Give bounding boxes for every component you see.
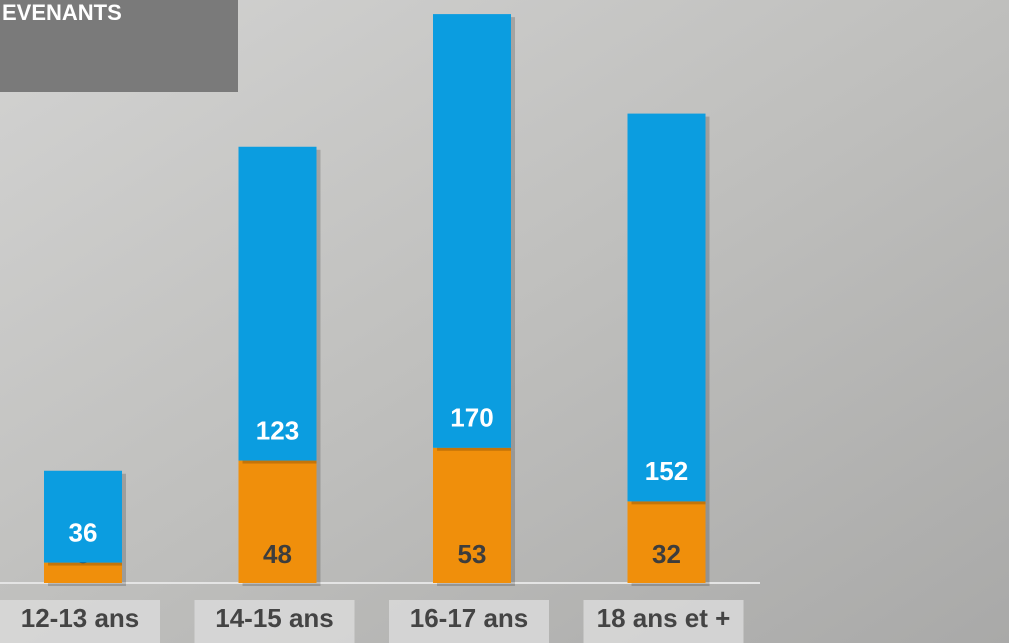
value-label: 36 <box>69 517 98 547</box>
chart-title: EVENANTS <box>2 0 122 25</box>
bar-segment <box>433 447 511 583</box>
value-label: 53 <box>458 539 487 569</box>
x-tick-label: 16-17 ans <box>410 603 529 633</box>
bar-segment <box>627 113 706 502</box>
x-tick-label: 14-15 ans <box>215 603 334 633</box>
bar-segment <box>627 501 706 583</box>
bar-segment <box>238 146 317 461</box>
value-label: 48 <box>263 539 292 569</box>
bar-segment <box>433 14 511 448</box>
value-label: 170 <box>450 403 493 433</box>
value-label: 123 <box>256 415 299 445</box>
x-tick-label: 18 ans et + <box>597 603 731 633</box>
bar-segment <box>238 460 317 583</box>
category-box <box>583 600 744 643</box>
category-box <box>389 600 549 643</box>
bar-segment <box>44 470 122 563</box>
value-label: 32 <box>652 539 681 569</box>
category-box <box>0 600 160 643</box>
value-label: 152 <box>645 456 688 486</box>
category-box <box>194 600 355 643</box>
bar-segment <box>44 562 122 583</box>
x-tick-label: 12-13 ans <box>21 603 140 633</box>
title-box <box>0 0 238 92</box>
